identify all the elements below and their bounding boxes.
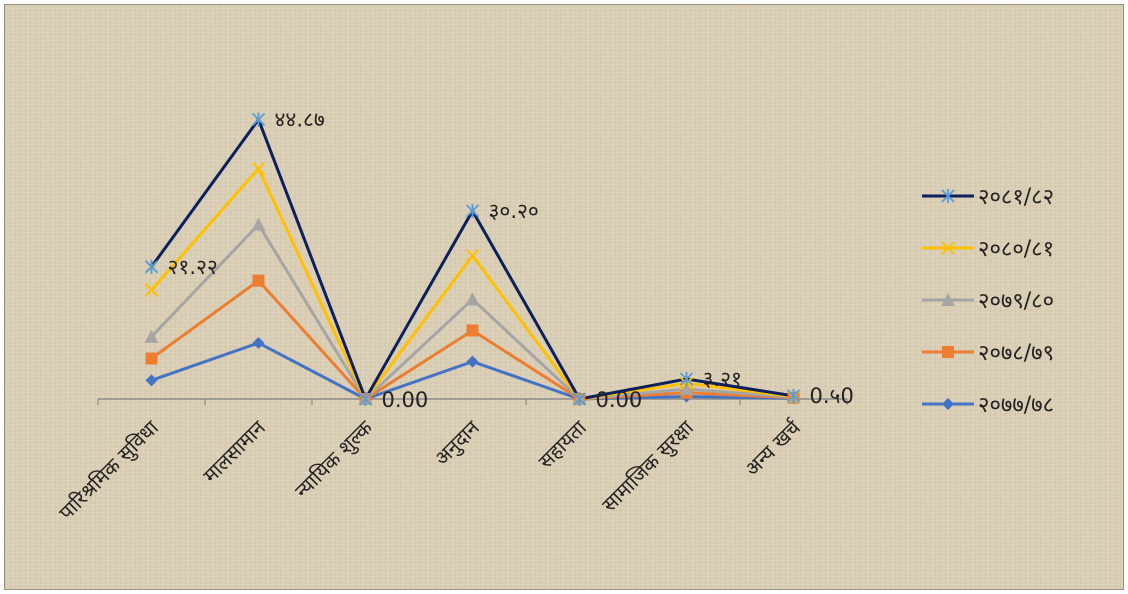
category-label: अन्य खर्च xyxy=(740,415,806,481)
legend-label: २०७८/७९ xyxy=(978,341,1054,366)
category-label: मालसामान xyxy=(198,415,271,488)
legend-marker xyxy=(942,398,954,410)
legend-item: २०८०/८१ xyxy=(922,237,1054,262)
category-label: अनुदान xyxy=(429,415,485,471)
data-point xyxy=(251,112,266,127)
series-markers xyxy=(144,112,801,406)
legend-item: २०८१/८२ xyxy=(922,185,1054,210)
data-point xyxy=(786,388,801,403)
data-point xyxy=(145,374,158,387)
legend-marker xyxy=(942,346,954,358)
legend-label: २०७७/७८ xyxy=(978,393,1054,418)
data-labels: २१.२२ ४४.८७ 0.00 ३०.२० 0.00 ३.२१ 0.५0 xyxy=(168,107,854,412)
data-point xyxy=(679,382,694,396)
legend-label: २०७९/८० xyxy=(978,289,1054,314)
data-label: 0.५0 xyxy=(810,384,854,408)
legend-item: २०७९/८० xyxy=(922,289,1054,314)
data-label: २१.२२ xyxy=(168,255,218,279)
data-point xyxy=(465,203,480,218)
data-label: 0.00 xyxy=(596,388,643,412)
legend-marker xyxy=(941,189,955,203)
legend-label: २०८०/८१ xyxy=(978,237,1054,262)
data-point xyxy=(465,292,480,306)
data-label: ४४.८७ xyxy=(275,107,325,131)
data-point xyxy=(144,283,159,297)
legend-marker xyxy=(941,293,955,306)
data-point xyxy=(466,355,479,368)
category-label: सहायता xyxy=(533,415,591,473)
data-point xyxy=(252,336,265,349)
category-label: न्यायिक शुल्क xyxy=(290,415,378,503)
legend-marker xyxy=(941,241,955,255)
x-axis-ticks xyxy=(97,399,848,405)
data-point xyxy=(251,217,266,231)
series-line xyxy=(150,223,794,401)
data-point xyxy=(252,274,265,287)
category-label: पारिश्रमिक सुविधा xyxy=(54,415,164,525)
data-label: ३०.२० xyxy=(489,199,539,223)
data-point xyxy=(251,161,266,176)
legend-label: २०८१/८२ xyxy=(978,185,1054,210)
data-point xyxy=(144,259,159,274)
chart-area xyxy=(4,4,1124,590)
data-point xyxy=(466,324,479,337)
legend-item: २०७८/७९ xyxy=(922,341,1054,366)
data-point xyxy=(572,392,587,406)
category-label: सामाजिक सुरक्षा xyxy=(597,415,699,517)
data-point xyxy=(465,249,480,263)
legend-item: २०७७/७८ xyxy=(922,393,1054,418)
data-point xyxy=(679,372,694,387)
data-point xyxy=(145,352,158,365)
data-label: ३.२१ xyxy=(703,367,742,391)
data-label: 0.00 xyxy=(382,388,429,412)
legend: २०८१/८२ २०८०/८१ २०७९/८० २०७८/७९ २०७७/७८ xyxy=(922,185,1054,418)
data-point xyxy=(358,392,373,406)
category-labels: पारिश्रमिक सुविधा मालसामान न्यायिक शुल्क अन… xyxy=(54,415,806,525)
data-point xyxy=(144,329,159,343)
